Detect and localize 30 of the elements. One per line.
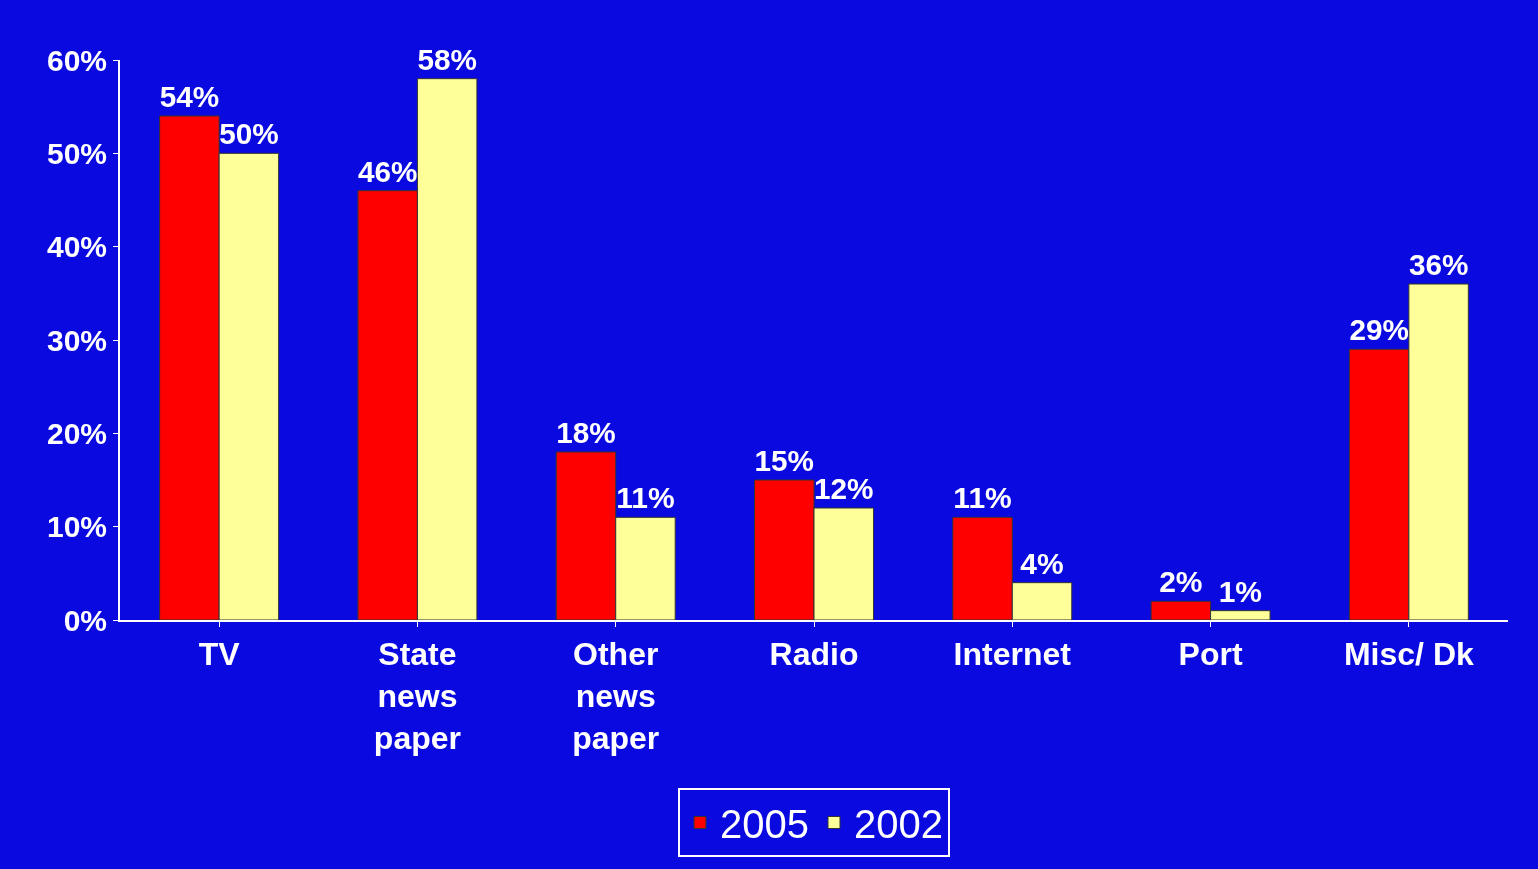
y-tick-label: 20% (46, 416, 107, 450)
data-label: 4% (1020, 546, 1064, 580)
data-label: 58% (417, 42, 477, 76)
x-tick-label: Misc/ Dk (1343, 636, 1474, 673)
y-tick-label: 10% (46, 510, 107, 544)
data-label: 15% (754, 444, 814, 478)
data-label: 46% (357, 154, 418, 188)
data-label: 11% (953, 481, 1012, 515)
y-tick-label: 0% (63, 603, 107, 637)
x-tick-label: Port (1178, 636, 1243, 673)
y-tick-label: 30% (46, 323, 107, 357)
x-tick-label: State news paper (373, 636, 461, 756)
y-tick-label: 60% (46, 43, 107, 77)
legend-label: 2002 (853, 802, 943, 847)
x-tick-label: Other news paper (572, 636, 660, 756)
data-label: 2% (1159, 565, 1203, 599)
data-label: 50% (219, 117, 279, 151)
x-tick-label: TV (198, 636, 241, 673)
data-label: 1% (1218, 574, 1262, 608)
y-tick-label: 50% (46, 136, 107, 170)
data-label: 36% (1408, 248, 1469, 282)
data-label: 54% (159, 80, 220, 114)
data-label: 29% (1349, 313, 1409, 347)
x-tick-label: Radio (769, 636, 859, 673)
y-tick-label: 40% (46, 230, 107, 264)
data-label: 18% (556, 416, 616, 450)
x-tick-label: Internet (953, 636, 1072, 673)
data-label: 12% (814, 472, 874, 506)
legend-label: 2005 (720, 802, 809, 847)
data-label: 11% (616, 481, 675, 515)
